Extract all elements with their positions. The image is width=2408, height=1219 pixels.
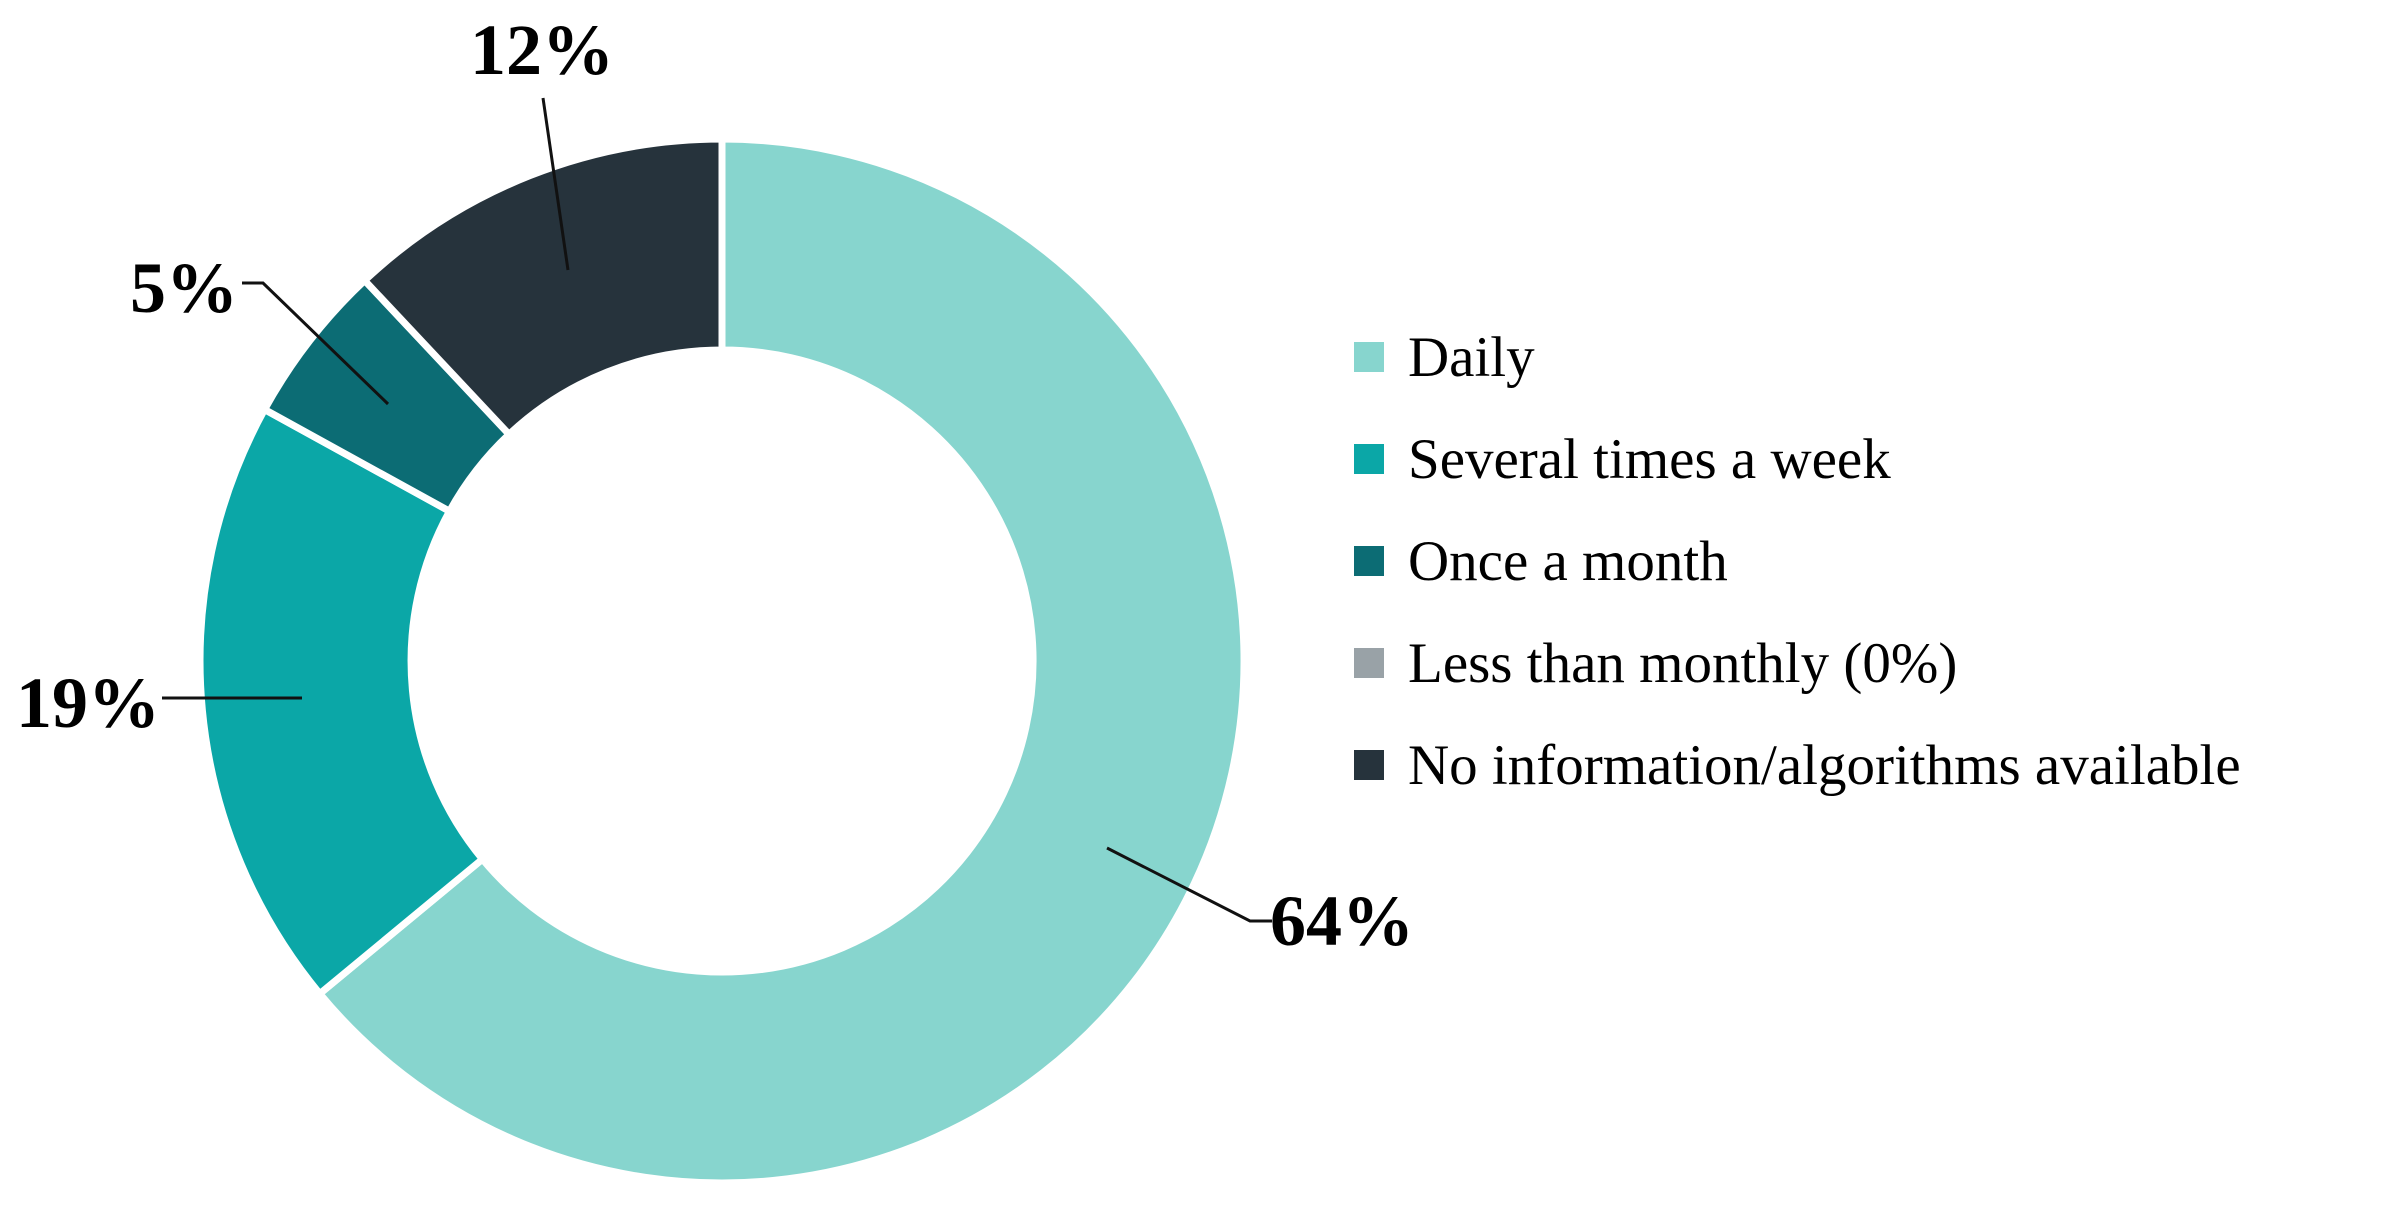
- legend-item: Daily: [1354, 306, 2241, 408]
- donut-slice-1: [196, 404, 488, 999]
- percent-label-2: 5%: [130, 248, 238, 328]
- legend-label: No information/algorithms available: [1408, 733, 2241, 797]
- leader-line-4: [541, 97, 570, 271]
- legend-item: Several times a week: [1354, 408, 2241, 510]
- percent-labels: 64% 19% 5% 12%: [16, 10, 1414, 961]
- leader-lines: [162, 97, 1272, 923]
- leader-line-0: [1106, 846, 1272, 923]
- legend-label: Daily: [1408, 325, 1535, 389]
- percent-label-1: 19%: [16, 663, 160, 743]
- donut-slice-4: [359, 135, 726, 440]
- legend-item: Once a month: [1354, 510, 2241, 612]
- legend-item: Less than monthly (0%): [1354, 612, 2241, 714]
- legend-item: No information/algorithms available: [1354, 714, 2241, 816]
- percent-label-4: 12%: [470, 10, 614, 90]
- chart-legend: Daily Several times a week Once a month Les…: [1354, 306, 2241, 816]
- donut-slices: [196, 135, 1248, 1187]
- legend-swatch: [1354, 444, 1384, 474]
- legend-swatch: [1354, 546, 1384, 576]
- legend-label: Several times a week: [1408, 427, 1891, 491]
- leader-line-2: [242, 281, 390, 406]
- legend-swatch: [1354, 648, 1384, 678]
- legend-label: Less than monthly (0%): [1408, 631, 1958, 695]
- legend-label: Once a month: [1408, 529, 1728, 593]
- legend-swatch: [1354, 750, 1384, 780]
- percent-label-0: 64%: [1270, 881, 1414, 961]
- legend-swatch: [1354, 342, 1384, 372]
- donut-slice-0: [314, 135, 1248, 1187]
